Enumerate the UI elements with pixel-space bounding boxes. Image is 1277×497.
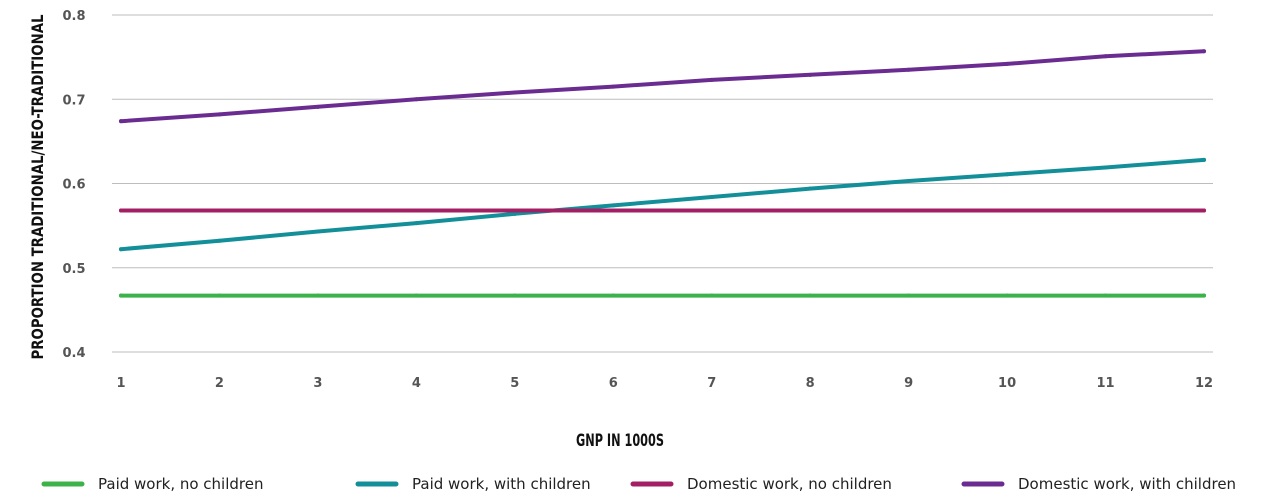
data-point bbox=[512, 90, 517, 95]
data-point bbox=[808, 72, 813, 77]
data-point bbox=[709, 208, 714, 213]
legend-item: Domestic work, no children bbox=[630, 475, 892, 493]
x-tick-label: 11 bbox=[1096, 376, 1114, 391]
data-point bbox=[611, 203, 616, 208]
data-point bbox=[709, 194, 714, 199]
x-tick-label: 8 bbox=[806, 376, 815, 391]
data-point bbox=[217, 238, 222, 243]
data-point bbox=[906, 293, 911, 298]
x-tick-label: 1 bbox=[116, 376, 125, 391]
y-tick-label: 0.5 bbox=[62, 262, 85, 277]
data-point bbox=[808, 208, 813, 213]
y-axis-title: PROPORTION TRADITIONAL/NEO-TRADITIONAL bbox=[28, 15, 47, 360]
data-point bbox=[611, 84, 616, 89]
data-point bbox=[315, 293, 320, 298]
legend-item: Paid work, with children bbox=[355, 475, 591, 493]
data-point bbox=[1103, 208, 1108, 213]
series-lines bbox=[119, 49, 1206, 298]
series-line bbox=[119, 157, 1206, 252]
series-3 bbox=[119, 208, 1206, 213]
data-point bbox=[1005, 61, 1010, 66]
series-line bbox=[119, 49, 1206, 124]
x-tick-label: 10 bbox=[998, 376, 1016, 391]
data-point bbox=[512, 293, 517, 298]
series-4 bbox=[119, 49, 1206, 124]
data-point bbox=[217, 293, 222, 298]
data-point bbox=[1202, 293, 1206, 298]
legend-label: Domestic work, with children bbox=[1018, 475, 1236, 493]
data-point bbox=[414, 208, 419, 213]
data-point bbox=[1202, 208, 1206, 213]
legend-item: Paid work, no children bbox=[41, 475, 264, 493]
x-tick-label: 12 bbox=[1195, 376, 1213, 391]
data-point bbox=[414, 97, 419, 102]
data-point bbox=[1005, 172, 1010, 177]
data-point bbox=[217, 208, 222, 213]
data-point bbox=[808, 186, 813, 191]
data-point bbox=[906, 208, 911, 213]
data-point bbox=[119, 247, 123, 252]
data-point bbox=[512, 211, 517, 216]
x-tick-label: 7 bbox=[707, 376, 716, 391]
x-tick-label: 2 bbox=[215, 376, 224, 391]
data-point bbox=[1202, 49, 1206, 54]
gridlines bbox=[112, 14, 1213, 353]
y-tick-label: 0.6 bbox=[62, 178, 85, 193]
legend: Paid work, no children Paid work, with ch… bbox=[41, 475, 1236, 493]
series-2 bbox=[119, 157, 1206, 252]
data-point bbox=[709, 293, 714, 298]
x-tick-label: 3 bbox=[313, 376, 322, 391]
x-axis-title: GNP IN 1000S bbox=[576, 431, 664, 451]
data-point bbox=[217, 112, 222, 117]
data-point bbox=[709, 77, 714, 82]
legend-label: Paid work, with children bbox=[412, 475, 591, 493]
data-point bbox=[611, 208, 616, 213]
data-point bbox=[119, 208, 123, 213]
x-tick-label: 6 bbox=[609, 376, 618, 391]
data-point bbox=[315, 229, 320, 234]
data-point bbox=[906, 178, 911, 183]
data-point bbox=[1005, 208, 1010, 213]
data-point bbox=[119, 293, 123, 298]
data-point bbox=[611, 293, 616, 298]
data-point bbox=[414, 221, 419, 226]
legend-label: Paid work, no children bbox=[98, 475, 264, 493]
series-1 bbox=[119, 293, 1206, 298]
y-axis-ticks: 0.4 0.5 0.6 0.7 0.8 bbox=[62, 9, 85, 361]
x-tick-label: 9 bbox=[904, 376, 913, 391]
data-point bbox=[315, 208, 320, 213]
y-tick-label: 0.4 bbox=[62, 346, 85, 361]
data-point bbox=[906, 67, 911, 72]
data-point bbox=[1103, 54, 1108, 59]
x-tick-label: 4 bbox=[412, 376, 421, 391]
data-point bbox=[1103, 165, 1108, 170]
x-tick-label: 5 bbox=[510, 376, 519, 391]
data-point bbox=[512, 208, 517, 213]
data-point bbox=[808, 293, 813, 298]
y-tick-label: 0.8 bbox=[62, 9, 85, 24]
data-point bbox=[1103, 293, 1108, 298]
data-point bbox=[315, 104, 320, 109]
data-point bbox=[119, 119, 123, 124]
data-point bbox=[1005, 293, 1010, 298]
data-point bbox=[1202, 157, 1206, 162]
y-tick-label: 0.7 bbox=[62, 93, 85, 108]
legend-label: Domestic work, no children bbox=[687, 475, 892, 493]
data-point bbox=[414, 293, 419, 298]
legend-item: Domestic work, with children bbox=[961, 475, 1236, 493]
x-axis-ticks: 1 2 3 4 5 6 7 8 9 10 11 12 bbox=[116, 376, 1213, 391]
